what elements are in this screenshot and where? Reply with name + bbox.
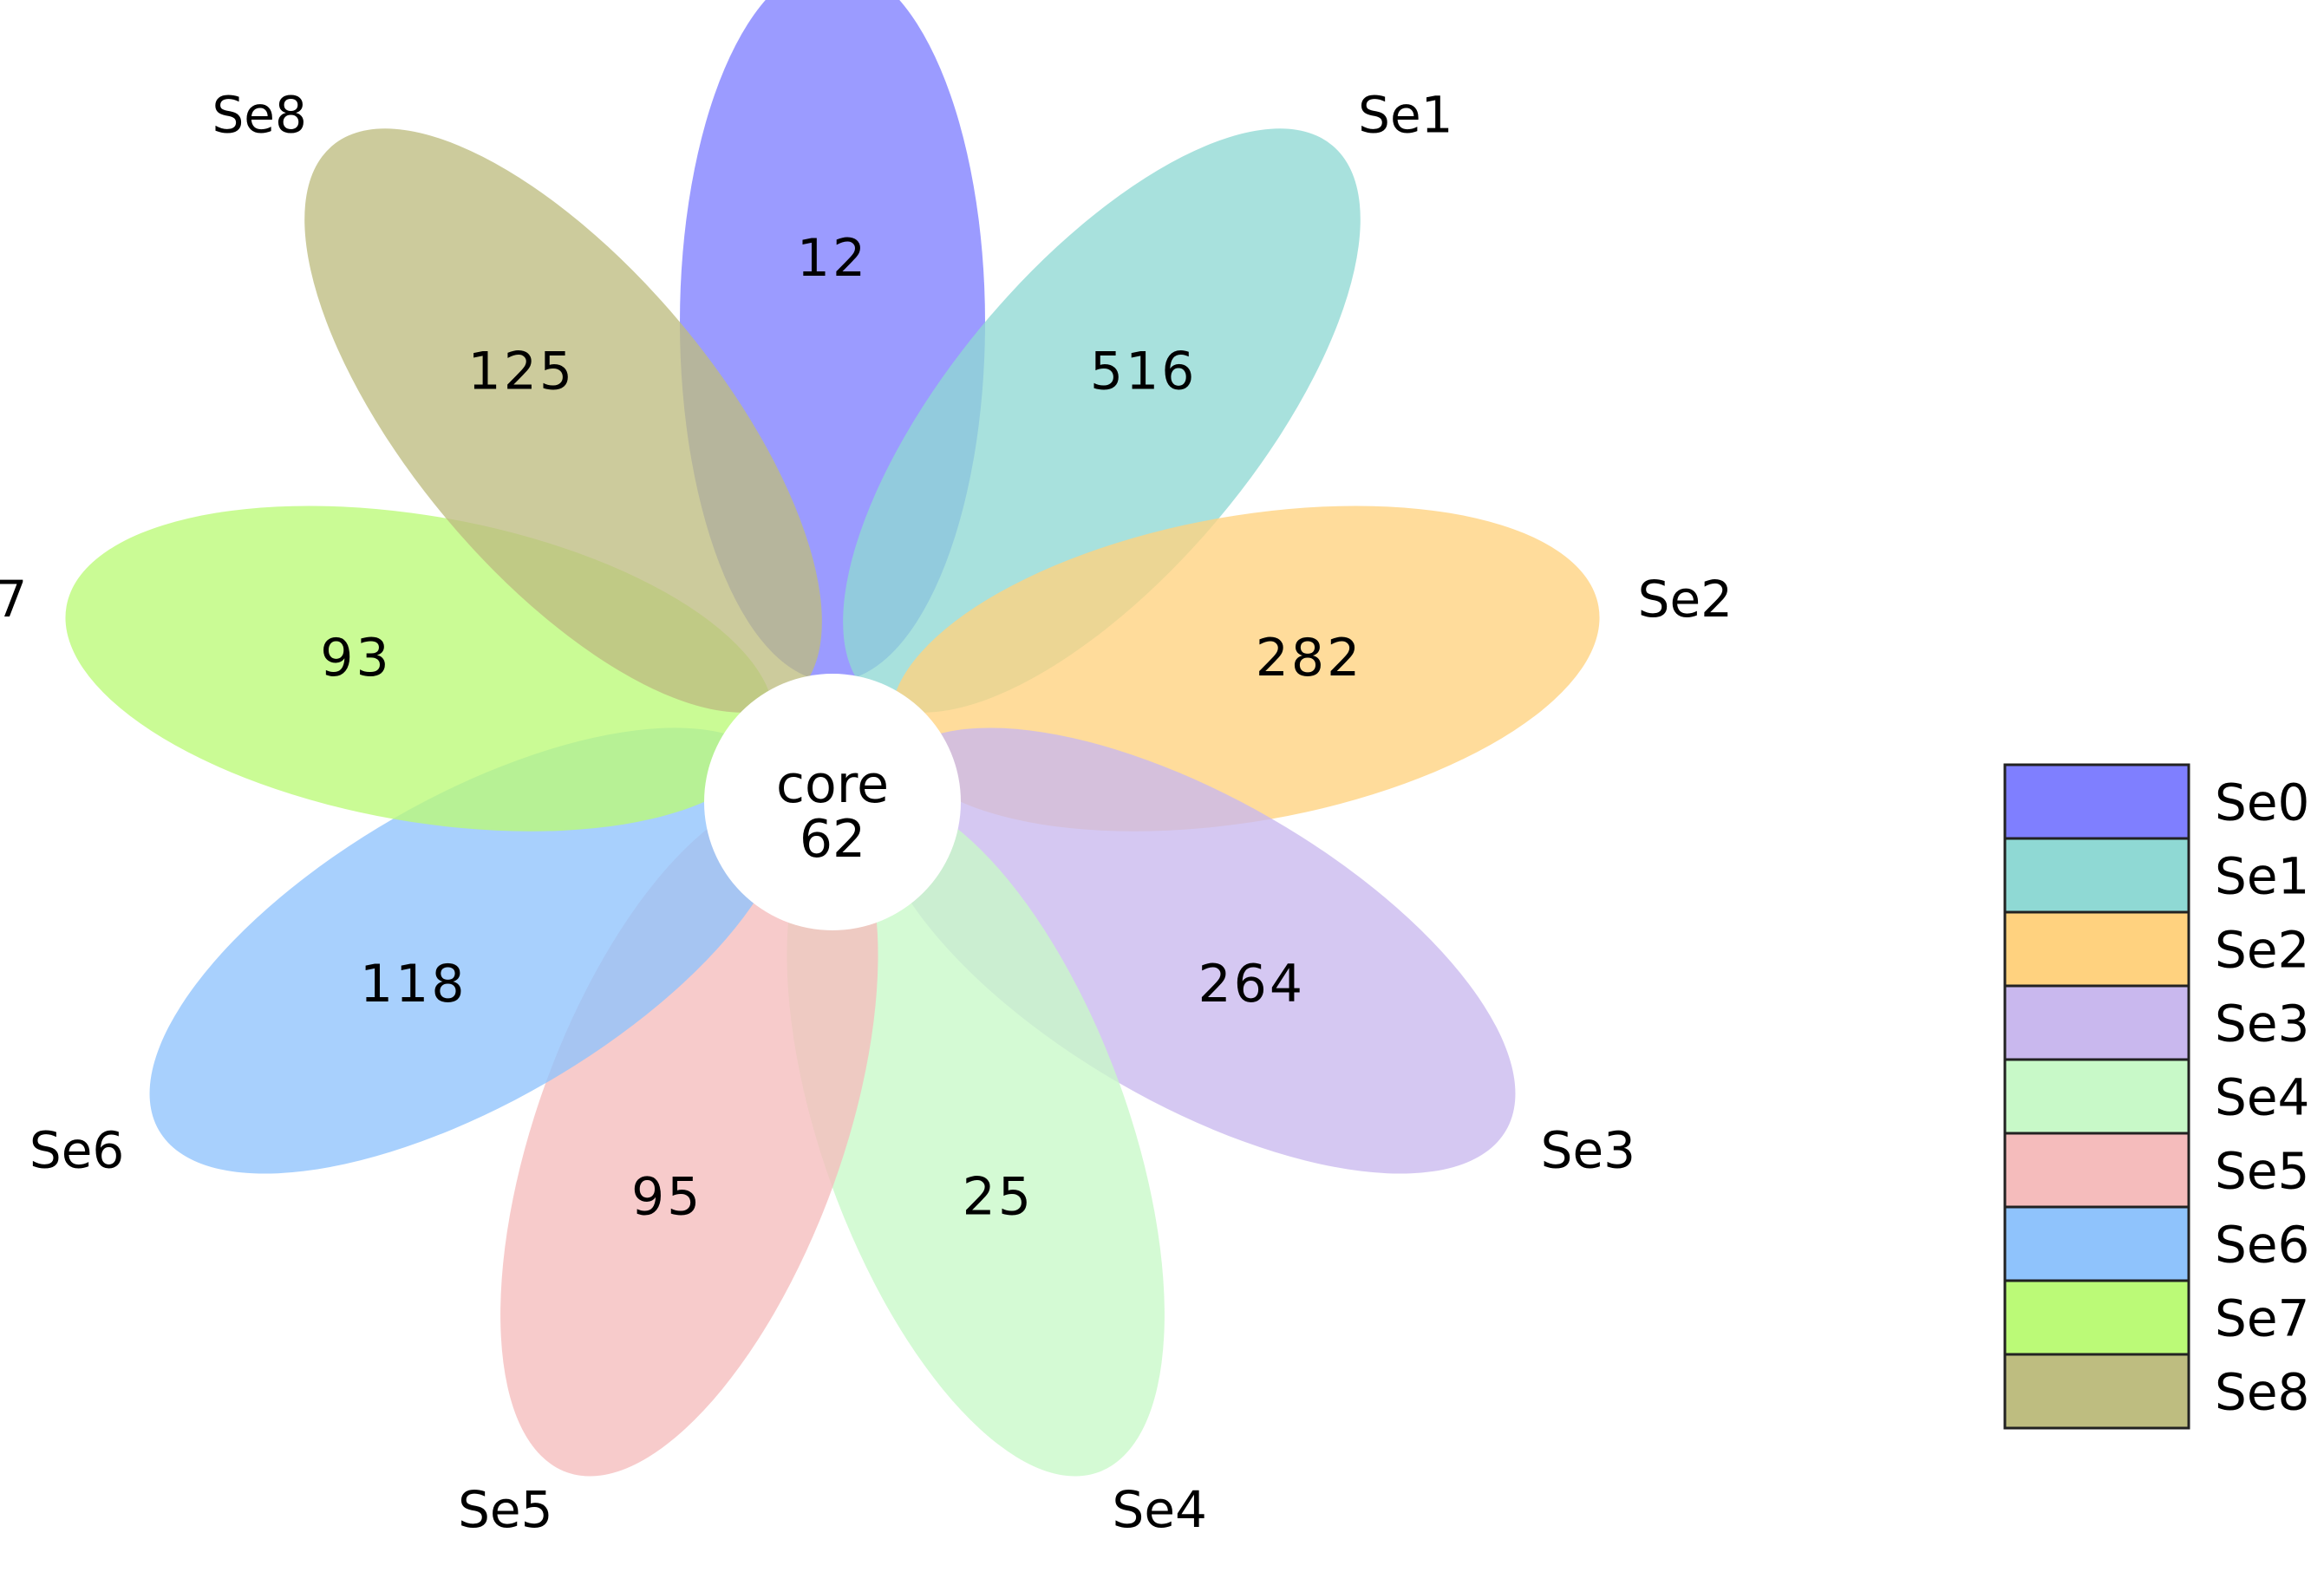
petal-se3: [875, 727, 1516, 1174]
petal-label-se1: Se1: [1358, 86, 1452, 145]
core-circle: [704, 674, 961, 930]
core-value: 62: [800, 809, 865, 870]
legend-label-se6: Se6: [2215, 1216, 2309, 1275]
legend-label-se8: Se8: [2215, 1363, 2309, 1422]
core-label: core: [776, 754, 889, 815]
legend-swatch-se8: [2003, 1353, 2190, 1430]
petal-counts: 12 516 282 264 25 95 118 93 125: [320, 228, 1363, 1227]
petal-se4: [787, 793, 1165, 1477]
legend-swatch-se6: [2003, 1205, 2190, 1282]
petal-count-se0: 12: [797, 228, 868, 289]
petal-count-se2: 282: [1256, 628, 1363, 688]
core: core 62: [704, 674, 961, 930]
legend-label-se5: Se5: [2215, 1142, 2309, 1201]
petal-se1: [843, 128, 1361, 713]
petal-label-se2: Se2: [1638, 570, 1733, 629]
legend-label-se7: Se7: [2215, 1289, 2309, 1348]
petal-count-se3: 264: [1198, 954, 1305, 1014]
legend-label-se3: Se3: [2215, 995, 2309, 1053]
legend: Se0 Se1 Se2 Se3 Se4 Se5 Se6 Se7 Se8: [2003, 763, 2309, 1430]
legend-label-se2: Se2: [2215, 921, 2309, 980]
petal-count-se1: 516: [1090, 342, 1198, 402]
legend-swatch-se4: [2003, 1058, 2190, 1135]
legend-swatch-se2: [2003, 910, 2190, 988]
petal-label-se7: Se7: [0, 570, 27, 629]
petal-se6: [149, 727, 790, 1174]
petal-se8: [304, 128, 822, 713]
legend-swatch-se3: [2003, 984, 2190, 1061]
legend-swatch-se1: [2003, 837, 2190, 914]
petal-label-se4: Se4: [1113, 1480, 1207, 1539]
petal-count-se7: 93: [320, 628, 391, 688]
petal-label-se3: Se3: [1541, 1121, 1635, 1180]
legend-label-se1: Se1: [2215, 847, 2309, 906]
petal-count-se4: 25: [963, 1166, 1034, 1227]
petal-label-se6: Se6: [29, 1121, 124, 1180]
petal-label-se5: Se5: [458, 1480, 552, 1539]
legend-label-se4: Se4: [2215, 1068, 2309, 1127]
petal-label-se8: Se8: [212, 86, 306, 145]
petals: [65, 0, 1600, 1477]
legend-swatch-se7: [2003, 1279, 2190, 1356]
petal-se5: [500, 793, 878, 1477]
petal-count-se8: 125: [468, 342, 576, 402]
legend-label-se0: Se0: [2215, 773, 2309, 832]
petal-count-se6: 118: [360, 954, 467, 1014]
legend-swatch-se5: [2003, 1132, 2190, 1209]
petal-count-se5: 95: [631, 1166, 702, 1227]
legend-swatch-se0: [2003, 763, 2190, 840]
